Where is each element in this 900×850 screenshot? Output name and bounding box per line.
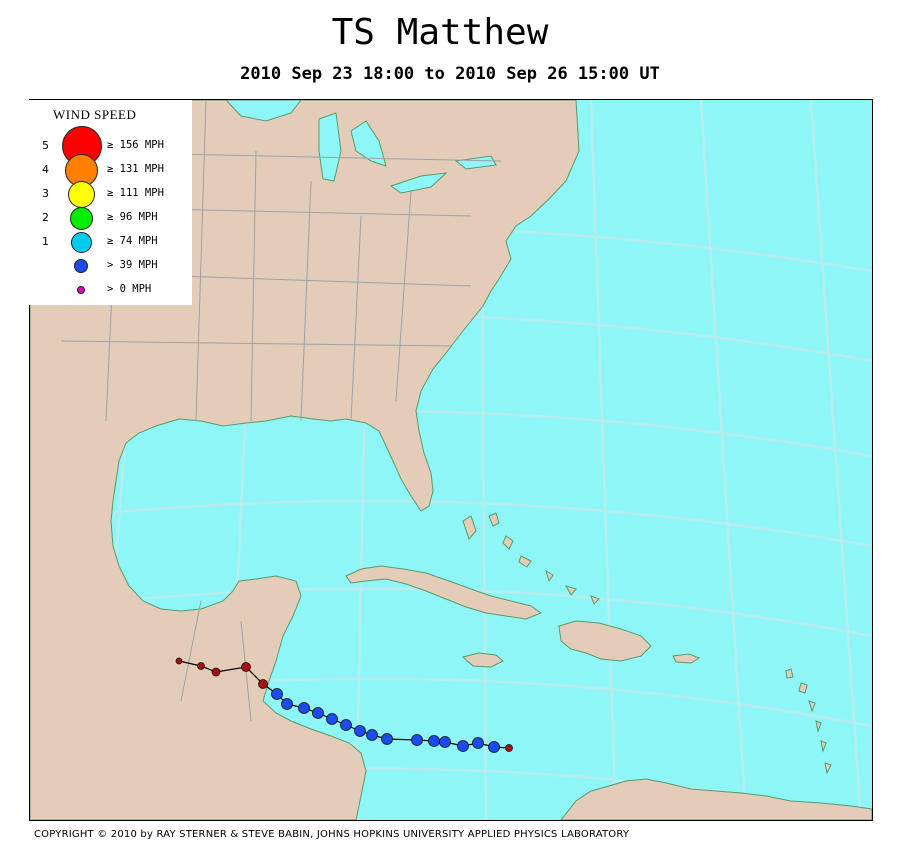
legend-dot-cat3 bbox=[68, 181, 95, 208]
track-point-storm bbox=[457, 740, 469, 752]
legend-label: ≥ 131 MPH bbox=[107, 163, 164, 175]
track-point-storm bbox=[428, 735, 440, 747]
legend-dot-cat1 bbox=[71, 232, 92, 253]
land-puerto-rico bbox=[672, 653, 701, 664]
track-point-storm bbox=[326, 713, 338, 725]
legend-category: 4 bbox=[42, 163, 49, 176]
legend-row-cat1: 1 ≥ 74 MPH bbox=[29, 230, 192, 254]
legend-label: ≥ 111 MPH bbox=[107, 187, 164, 199]
legend-label: > 0 MPH bbox=[107, 283, 152, 295]
map-title: TS Matthew bbox=[331, 12, 549, 53]
legend-row-cat3: 3 ≥ 111 MPH bbox=[29, 181, 192, 208]
track-point-storm bbox=[312, 707, 324, 719]
track-point-storm bbox=[298, 702, 310, 714]
legend-row-cat5: 5 ≥ 156 MPH bbox=[29, 126, 192, 166]
track-point-storm bbox=[354, 725, 366, 737]
track-point-low bbox=[505, 744, 513, 752]
track-point-low bbox=[175, 657, 183, 665]
land-south-america bbox=[560, 778, 872, 820]
track-point-storm bbox=[271, 688, 283, 700]
storm-track bbox=[175, 657, 513, 753]
land-jamaica bbox=[461, 652, 504, 668]
map-subtitle: 2010 Sep 23 18:00 to 2010 Sep 26 15:00 U… bbox=[240, 64, 660, 84]
legend-label: ≥ 156 MPH bbox=[107, 139, 164, 151]
legend-category: 1 bbox=[42, 235, 49, 248]
track-point-low bbox=[197, 662, 205, 670]
legend-row-depression: > 0 MPH bbox=[29, 278, 192, 302]
legend-label: ≥ 74 MPH bbox=[107, 235, 158, 247]
land-lesser-antilles bbox=[785, 668, 832, 775]
land-bahamas bbox=[462, 512, 600, 605]
track-point-storm bbox=[366, 729, 378, 741]
legend-dot-storm bbox=[74, 259, 88, 273]
track-point-storm bbox=[488, 741, 500, 753]
legend-category: 5 bbox=[42, 139, 49, 152]
legend-row-cat2: 2 ≥ 96 MPH bbox=[29, 206, 192, 230]
track-point-storm bbox=[381, 733, 393, 745]
great-lakes bbox=[225, 100, 497, 194]
legend-label: ≥ 96 MPH bbox=[107, 211, 158, 223]
track-point-storm bbox=[439, 736, 451, 748]
track-point-low bbox=[241, 662, 251, 672]
track-point-storm bbox=[411, 734, 423, 746]
land-hispaniola bbox=[558, 620, 652, 662]
legend-category: 2 bbox=[42, 211, 49, 224]
legend-row-storm: > 39 MPH bbox=[29, 254, 192, 278]
legend-label: > 39 MPH bbox=[107, 259, 158, 271]
track-point-storm bbox=[472, 737, 484, 749]
wind-speed-legend: WIND SPEED 5 ≥ 156 MPH 4 ≥ 131 MPH 3 ≥ 1… bbox=[29, 100, 192, 305]
legend-title: WIND SPEED bbox=[53, 107, 137, 122]
track-point-low bbox=[211, 667, 221, 677]
legend-dot-depression bbox=[77, 286, 85, 294]
legend-row-cat4: 4 ≥ 131 MPH bbox=[29, 154, 192, 187]
legend-dot-cat2 bbox=[70, 207, 93, 230]
copyright-notice: COPYRIGHT © 2010 by RAY STERNER & STEVE … bbox=[34, 829, 630, 840]
track-point-storm bbox=[281, 698, 293, 710]
track-point-storm bbox=[340, 719, 352, 731]
track-point-low bbox=[258, 679, 268, 689]
land-cuba bbox=[345, 565, 543, 620]
legend-category: 3 bbox=[42, 187, 49, 200]
